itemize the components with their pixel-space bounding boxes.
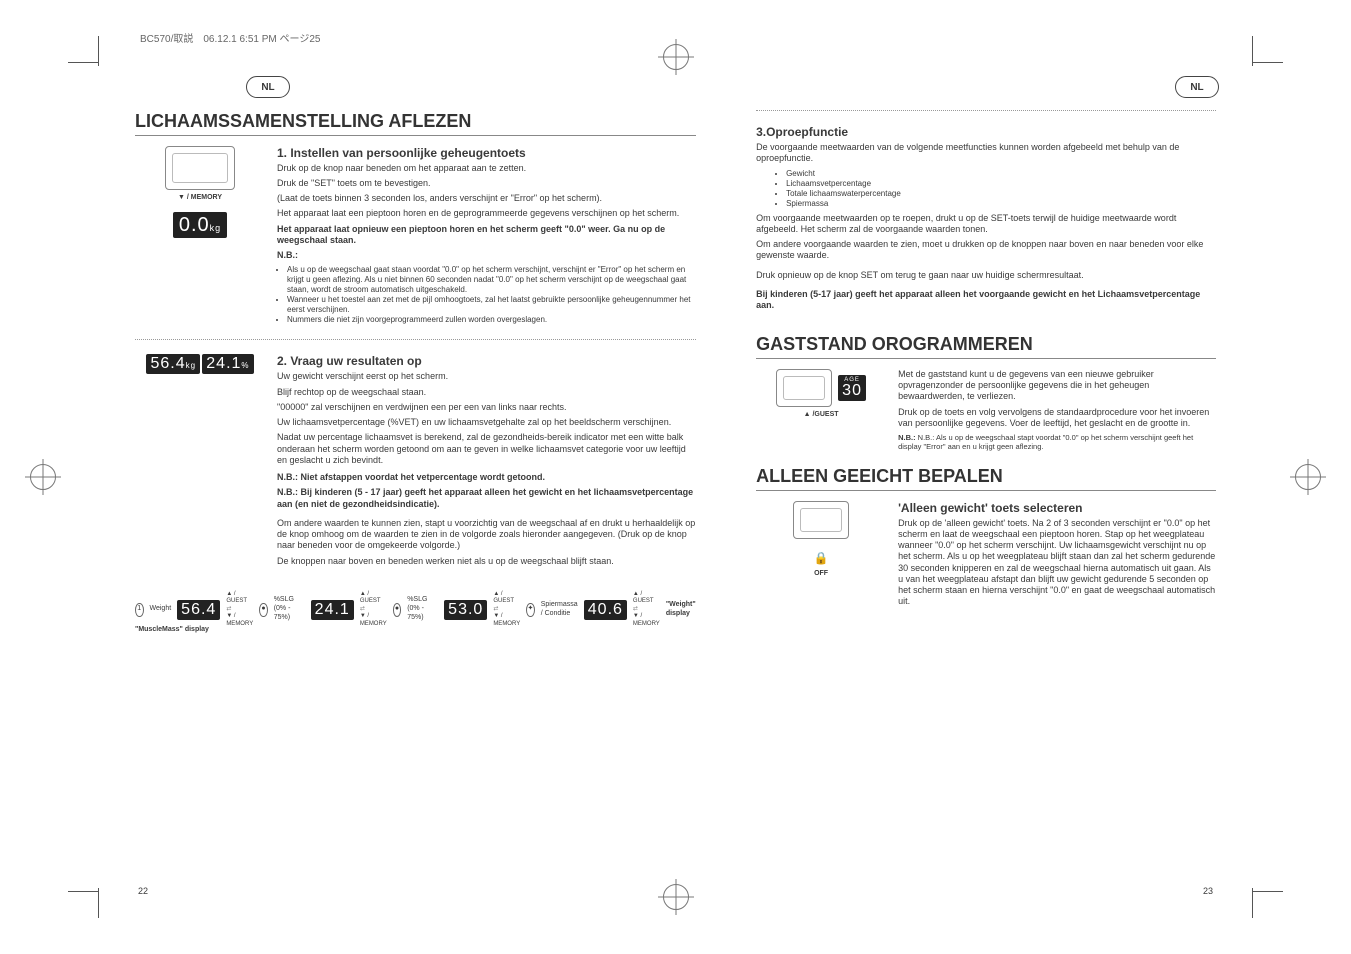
page-number-left: 22 [138,886,148,896]
gast-section: AGE 30 ▲ /GUEST Met de gaststand kunt u … [756,369,1216,455]
registration-mark [663,884,689,910]
text: Het apparaat laat een pieptoon horen en … [277,208,696,219]
step-icon: ● [393,603,402,617]
memory-label: ▼ / MEMORY [178,194,222,203]
arrow-icon: ⇄ [633,606,660,614]
flow-label: Weight [150,605,172,614]
note: Wanneer u het toestel aan zet met de pij… [287,295,696,315]
note-bold: N.B.: Niet afstappen voordat het vetperc… [277,472,696,483]
text: Nadat uw percentage lichaamsvet is berek… [277,432,696,466]
text: Uw gewicht verschijnt eerst op het scher… [277,371,696,382]
lcd-a: 56.4 [177,600,220,620]
warning-text: Bij kinderen (5-17 jaar) geeft het appar… [756,289,1216,312]
note-bold: N.B.: Bij kinderen (5 - 17 jaar) geeft h… [277,487,696,510]
text: Druk opnieuw op de knop SET om terug te … [756,270,1216,281]
section-2: 56.4kg 24.1% 2. Vraag uw resultaten op U… [135,354,696,571]
gast-title: GASTSTAND OROGRAMMEREN [756,333,1216,359]
lcd-weight: 56.4kg [146,354,200,374]
text-bold: Het apparaat laat opnieuw een pieptoon h… [277,224,696,247]
scale-illustration [793,501,849,539]
flow-label: Spiermassa / Conditie [541,601,578,619]
alleen-title: ALLEEN GEEICHT BEPALEN [756,465,1216,491]
off-label: OFF [814,570,828,579]
flow-sub: ▲ / GUEST [633,591,660,606]
section-2-heading: 2. Vraag uw resultaten op [277,354,696,369]
text: Druk op de knop naar beneden om het appa… [277,163,696,174]
flow-sub: ▲ / GUEST [360,591,387,606]
note: N.B.: Als u op de weegschaal stapt voord… [898,433,1193,451]
list-item: Gewicht [786,169,1216,179]
text: Blijf rechtop op de weegschaal staan. [277,387,696,398]
arrow-icon: ⇄ [360,606,387,614]
flow-label: "MuscleMass" display [135,626,696,635]
arrow-icon: ⇄ [226,606,253,614]
text: Druk op de toets en volg vervolgens de s… [898,407,1216,430]
alleen-section: 🔒 OFF 'Alleen gewicht' toets selecteren … [756,501,1216,612]
scale-illustration [776,369,832,407]
text: Druk de "SET" toets om te bevestigen. [277,178,696,189]
flow-sub: ▼ / MEMORY [633,613,660,628]
lang-badge-left: NL [246,76,290,98]
registration-mark [1295,464,1321,490]
lcd-c: 53.0 [444,600,487,620]
step-icon: ✦ [526,603,535,617]
lcd-fat: 24.1% [202,354,253,374]
text: Om andere voorgaande waarden te zien, mo… [756,239,1216,262]
file-meta: BC570/取説 06.12.1 6:51 PM ページ25 [140,30,320,45]
text: Om voorgaande meetwaarden op te roepen, … [756,213,1216,236]
section-1-heading: 1. Instellen van persoonlijke geheugento… [277,146,696,161]
registration-mark [663,44,689,70]
flow-label: "Weight" display [666,601,696,619]
registration-mark [30,464,56,490]
text: "00000" zal verschijnen en verdwijnen ee… [277,402,696,413]
text: De knoppen naar boven en beneden werken … [277,556,696,567]
lang-badge-right: NL [1175,76,1219,98]
note: Nummers die niet zijn voorgeprogrammeerd… [287,315,696,325]
step-icon: 1 [135,603,144,617]
list-item: Totale lichaamswaterpercentage [786,189,1216,199]
flow-sub: ▲ / GUEST [226,591,253,606]
page-title: LICHAAMSSAMENSTELLING AFLEZEN [135,110,696,136]
alleen-heading: 'Alleen gewicht' toets selecteren [898,501,1216,516]
flow-sub: ▲ / GUEST [493,591,520,606]
text: Druk op de 'alleen gewicht' toets. Na 2 … [898,518,1216,608]
arrow-icon: ⇄ [493,606,520,614]
text: Uw lichaamsvetpercentage (%VET) en uw li… [277,417,696,428]
section-3-heading: 3.Oproepfunctie [756,125,1216,140]
list-item: Spiermassa [786,199,1216,209]
page-number-right: 23 [1203,886,1213,896]
flow-sub: ▼ / MEMORY [360,613,387,628]
section-1: ▼ / MEMORY 0.0kg 1. Instellen van persoo… [135,146,696,326]
nb-label: N.B.: [277,250,696,261]
lcd-d: 40.6 [584,600,627,620]
lcd-zero: 0.0kg [173,212,227,238]
lock-icon: 🔒 [814,551,829,566]
flow-sub: ▼ / MEMORY [226,613,253,628]
scale-illustration [165,146,235,190]
left-page: LICHAAMSSAMENSTELLING AFLEZEN ▼ / MEMORY… [135,110,696,864]
flow-label: %SLG (0% - 75%) [274,596,305,622]
flow-sub: ▼ / MEMORY [493,613,520,628]
text: Om andere waarden te kunnen zien, stapt … [277,518,696,552]
lcd-age: AGE 30 [838,375,866,401]
step-icon: ● [259,603,268,617]
guest-label: ▲ /GUEST [804,411,839,420]
right-page: 3.Oproepfunctie De voorgaande meetwaarde… [756,110,1216,864]
text: (Laat de toets binnen 3 seconden los, an… [277,193,696,204]
note: Als u op de weegschaal gaat staan voorda… [287,265,696,295]
lcd-b: 24.1 [311,600,354,620]
section-3: 3.Oproepfunctie De voorgaande meetwaarde… [756,125,1216,311]
text: Met de gaststand kunt u de gegevens van … [898,369,1216,403]
text: De voorgaande meetwaarden van de volgend… [756,142,1216,165]
sequence-diagram: 1 Weight 56.4 ▲ / GUEST ⇄ ▼ / MEMORY ● %… [135,591,696,629]
flow-label: %SLG (0% - 75%) [407,596,438,622]
list-item: Lichaamsvetpercentage [786,179,1216,189]
